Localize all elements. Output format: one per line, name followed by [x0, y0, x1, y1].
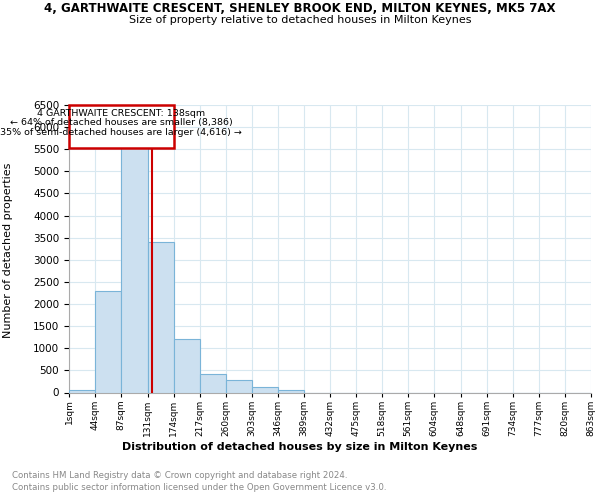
- Bar: [69, 390, 95, 392]
- Bar: [200, 374, 226, 392]
- Text: Number of detached properties: Number of detached properties: [3, 162, 13, 338]
- Bar: [148, 242, 174, 392]
- Bar: [174, 340, 200, 392]
- Bar: [121, 125, 148, 392]
- Text: Contains HM Land Registry data © Crown copyright and database right 2024.: Contains HM Land Registry data © Crown c…: [12, 471, 347, 480]
- Bar: [69, 105, 174, 148]
- Text: 35% of semi-detached houses are larger (4,616) →: 35% of semi-detached houses are larger (…: [1, 128, 242, 137]
- Bar: [226, 380, 252, 392]
- Text: Size of property relative to detached houses in Milton Keynes: Size of property relative to detached ho…: [129, 15, 471, 25]
- Text: 4, GARTHWAITE CRESCENT, SHENLEY BROOK END, MILTON KEYNES, MK5 7AX: 4, GARTHWAITE CRESCENT, SHENLEY BROOK EN…: [44, 2, 556, 16]
- Text: Contains public sector information licensed under the Open Government Licence v3: Contains public sector information licen…: [12, 484, 386, 492]
- Bar: [252, 387, 278, 392]
- Text: ← 64% of detached houses are smaller (8,386): ← 64% of detached houses are smaller (8,…: [10, 118, 233, 128]
- Bar: [95, 291, 121, 392]
- Bar: [278, 390, 304, 392]
- Text: Distribution of detached houses by size in Milton Keynes: Distribution of detached houses by size …: [122, 442, 478, 452]
- Text: 4 GARTHWAITE CRESCENT: 138sqm: 4 GARTHWAITE CRESCENT: 138sqm: [37, 109, 205, 118]
